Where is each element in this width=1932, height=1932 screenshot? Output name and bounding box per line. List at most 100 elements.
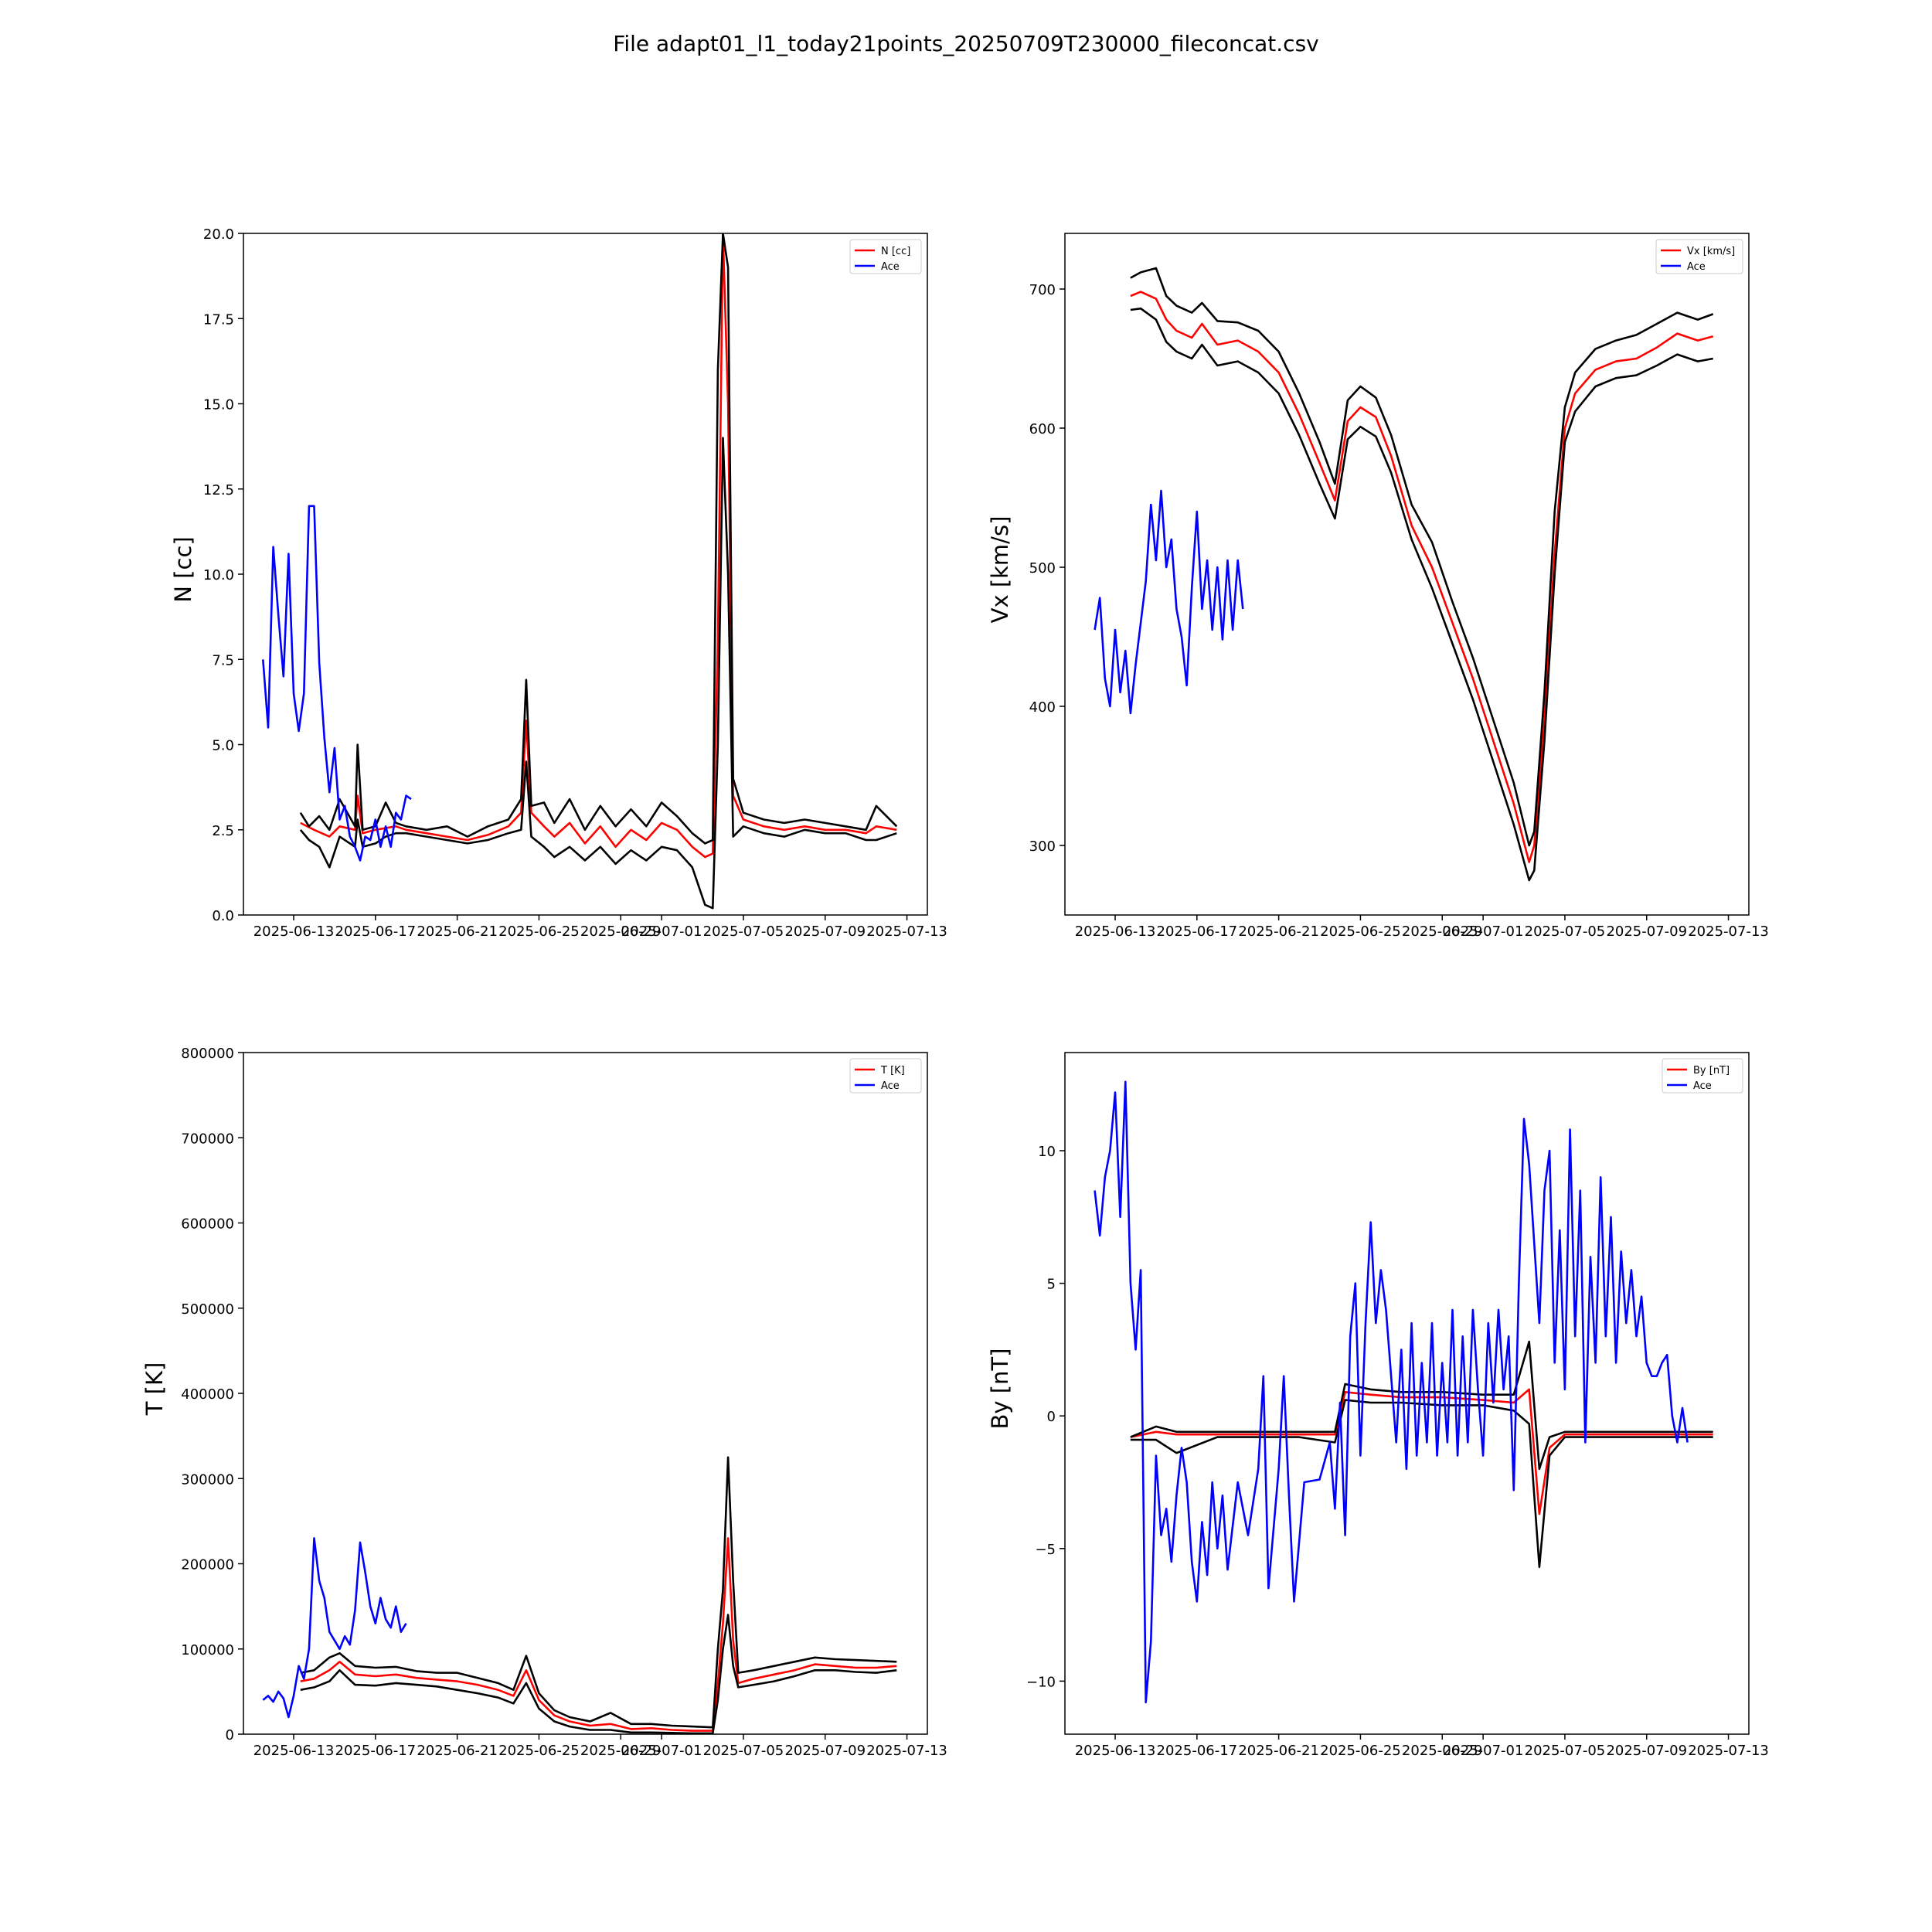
lower-bound-line xyxy=(1130,307,1713,882)
y-tick-label: 0 xyxy=(226,1727,234,1743)
ace-series-line xyxy=(1094,489,1244,715)
figure-title: File adapt01_l1_today21points_20250709T2… xyxy=(613,31,1319,56)
model-series-line xyxy=(1130,291,1714,863)
x-tick-label: 2025-06-25 xyxy=(498,923,580,940)
x-tick-label: 2025-06-29 xyxy=(580,1743,662,1759)
x-tick-label: 2025-06-17 xyxy=(335,923,417,940)
y-axis-label: T [K] xyxy=(141,1362,168,1417)
x-tick-label: 2025-06-13 xyxy=(253,923,335,940)
x-tick-label: 2025-07-05 xyxy=(1525,923,1606,940)
x-tick-label: 2025-06-29 xyxy=(1402,923,1483,940)
y-tick-label: 700 xyxy=(1029,282,1056,298)
x-tick-label: 2025-06-17 xyxy=(335,1743,417,1759)
legend-label: Ace xyxy=(881,261,900,273)
y-axis-label: By [nT] xyxy=(987,1349,1013,1430)
y-tick-label: 400 xyxy=(1029,699,1056,716)
x-tick-label: 2025-07-05 xyxy=(703,1743,784,1759)
x-tick-label: 2025-07-01 xyxy=(621,1743,702,1759)
x-tick-label: 2025-06-21 xyxy=(417,923,498,940)
y-tick-label: 600000 xyxy=(181,1216,234,1233)
x-tick-label: 2025-06-25 xyxy=(1320,923,1401,940)
y-axis-label: N [cc] xyxy=(170,536,196,602)
legend-label: N [cc] xyxy=(881,246,910,257)
y-tick-label: 500000 xyxy=(181,1301,234,1318)
axes-frame xyxy=(243,1052,928,1735)
velocity-panel: 2025-06-13 2025-06-17 2025-06-21 2025-06-25… xyxy=(987,233,1769,940)
x-tick-label: 2025-07-01 xyxy=(1443,1743,1524,1759)
y-tick-label: 200000 xyxy=(181,1557,234,1573)
x-tick-label: 2025-07-09 xyxy=(784,1743,866,1759)
temperature-panel: 2025-06-13 2025-06-17 2025-06-21 2025-06-25… xyxy=(141,1046,947,1759)
y-tick-label: 0 xyxy=(1047,1409,1056,1425)
legend-label: By [nT] xyxy=(1693,1065,1730,1077)
ace-series-line xyxy=(262,1537,407,1719)
upper-bound-line xyxy=(299,233,898,845)
lower-bound-line xyxy=(300,1614,897,1734)
x-tick-label: 2025-07-09 xyxy=(1606,1743,1687,1759)
x-tick-label: 2025-07-09 xyxy=(1606,923,1687,940)
y-tick-label: 17.5 xyxy=(203,311,234,328)
x-tick-label: 2025-06-25 xyxy=(498,1743,580,1759)
x-tick-label: 2025-07-05 xyxy=(1525,1743,1606,1759)
y-tick-label: 800000 xyxy=(181,1046,234,1062)
x-tick-label: 2025-07-13 xyxy=(866,1743,947,1759)
y-tick-label: −5 xyxy=(1035,1542,1056,1558)
x-tick-label: 2025-06-13 xyxy=(1075,1743,1156,1759)
x-tick-label: 2025-07-09 xyxy=(784,923,866,940)
y-tick-label: 300000 xyxy=(181,1471,234,1488)
y-tick-label: 700000 xyxy=(181,1131,234,1147)
legend-label: Ace xyxy=(1693,1080,1712,1092)
x-tick-label: 2025-06-13 xyxy=(1075,923,1156,940)
lower-bound-line xyxy=(299,437,897,910)
x-tick-label: 2025-06-21 xyxy=(1238,923,1319,940)
x-tick-label: 2025-07-13 xyxy=(1688,1743,1769,1759)
x-tick-label: 2025-06-13 xyxy=(253,1743,335,1759)
legend-label: Ace xyxy=(1687,261,1706,273)
ace-series-line xyxy=(262,505,412,862)
upper-bound-line xyxy=(1130,267,1714,847)
density-panel: 2025-06-13 2025-06-17 2025-06-21 2025-06-25… xyxy=(170,226,947,940)
y-tick-label: 5.0 xyxy=(212,738,234,754)
upper-bound-line xyxy=(300,1456,897,1729)
legend: Vx [km/s] Ace xyxy=(1655,239,1743,274)
y-tick-label: 2.5 xyxy=(212,823,234,839)
lower-bound-line xyxy=(1130,1399,1713,1569)
x-tick-label: 2025-07-13 xyxy=(866,923,947,940)
x-tick-label: 2025-06-21 xyxy=(1238,1743,1319,1759)
x-tick-label: 2025-06-29 xyxy=(580,923,662,940)
model-series-line xyxy=(300,233,897,859)
y-tick-label: 15.0 xyxy=(203,397,234,413)
y-tick-label: 600 xyxy=(1029,421,1056,437)
x-tick-label: 2025-06-25 xyxy=(1320,1743,1401,1759)
x-tick-label: 2025-07-01 xyxy=(621,923,702,940)
y-tick-label: 0.0 xyxy=(212,908,234,924)
y-tick-label: 10 xyxy=(1038,1144,1056,1160)
by-field-panel: 2025-06-13 2025-06-17 2025-06-21 2025-06-25… xyxy=(987,1052,1769,1759)
y-tick-label: 500 xyxy=(1029,560,1056,577)
legend-label: Ace xyxy=(881,1080,900,1092)
axes-frame xyxy=(1064,1052,1750,1735)
model-series-line xyxy=(300,1537,897,1732)
x-tick-label: 2025-06-21 xyxy=(417,1743,498,1759)
y-tick-label: 7.5 xyxy=(212,652,234,668)
y-tick-label: 5 xyxy=(1047,1277,1056,1293)
y-tick-label: 20.0 xyxy=(203,226,234,243)
y-tick-label: 400000 xyxy=(181,1386,234,1403)
plot-lines xyxy=(262,1456,897,1734)
ace-series-line xyxy=(1094,1080,1689,1704)
y-tick-label: 100000 xyxy=(181,1642,234,1658)
legend-label: Vx [km/s] xyxy=(1687,246,1735,257)
plot-lines xyxy=(262,233,898,910)
y-tick-label: 300 xyxy=(1029,838,1056,855)
upper-bound-line xyxy=(1130,1340,1713,1471)
legend-label: T [K] xyxy=(880,1065,905,1077)
y-tick-label: −10 xyxy=(1026,1674,1056,1690)
legend: By [nT] Ace xyxy=(1662,1058,1743,1094)
plot-lines xyxy=(1094,1080,1713,1704)
axes-frame xyxy=(1064,233,1750,916)
model-series-line xyxy=(1130,1388,1713,1515)
y-tick-label: 12.5 xyxy=(203,482,234,498)
legend: T [K] Ace xyxy=(849,1058,922,1094)
plot-lines xyxy=(1094,267,1714,882)
y-axis-label: Vx [km/s] xyxy=(987,516,1013,624)
